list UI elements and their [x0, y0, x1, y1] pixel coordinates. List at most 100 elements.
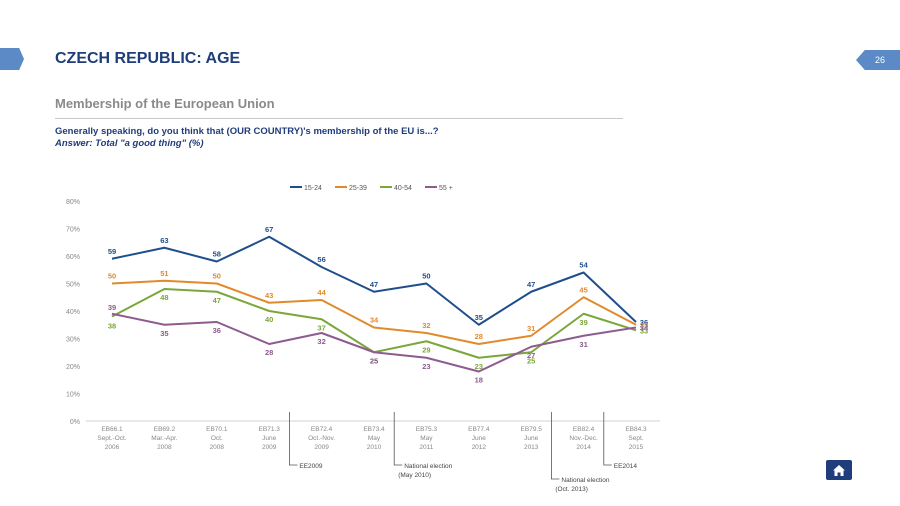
section-tab — [0, 48, 24, 70]
x-tick-label: EB79.5 — [521, 426, 543, 433]
data-label: 36 — [640, 318, 648, 327]
x-tick-label: 2010 — [367, 444, 382, 451]
data-label: 39 — [579, 318, 587, 327]
x-tick-label: 2014 — [576, 444, 591, 451]
x-tick-label: EB77.4 — [468, 426, 490, 433]
data-label: 50 — [213, 272, 221, 281]
y-tick-label: 70% — [66, 227, 80, 234]
data-label: 35 — [640, 321, 648, 330]
series-line-15-24 — [111, 235, 637, 326]
legend-label: 55 + — [439, 185, 453, 192]
x-tick-label: 2009 — [262, 444, 277, 451]
x-tick-label: EB69.2 — [154, 426, 176, 433]
x-tick-label: May — [368, 435, 381, 442]
data-label: 35 — [475, 313, 483, 322]
x-tick-label: EB84.3 — [625, 426, 647, 433]
home-icon — [833, 464, 845, 476]
event-marker-line — [289, 412, 298, 466]
x-tick-label: EB66.1 — [101, 426, 123, 433]
data-label: 47 — [527, 280, 535, 289]
event-marker-line — [393, 412, 403, 466]
data-label: 29 — [422, 345, 430, 354]
data-label: 34 — [640, 324, 649, 333]
data-label: 38 — [108, 322, 116, 331]
y-tick-label: 80% — [66, 199, 80, 206]
event-annotation: (May 2010) — [398, 472, 431, 479]
x-tick-label: Sept.-Oct. — [97, 435, 126, 442]
data-label: 18 — [475, 376, 483, 385]
event-annotation: EE2009 — [299, 463, 323, 470]
x-tick-label: EB82.4 — [573, 426, 595, 433]
legend-label: 15-24 — [304, 185, 322, 192]
data-label: 59 — [108, 247, 116, 256]
data-label: 35 — [160, 329, 168, 338]
data-label: 25 — [370, 356, 378, 365]
legend-label: 40-54 — [394, 185, 412, 192]
data-label: 43 — [265, 291, 273, 300]
event-annotation: EE2014 — [614, 463, 638, 470]
x-tick-label: June — [472, 435, 486, 442]
x-tick-label: Oct. — [211, 435, 223, 442]
x-tick-label: 2006 — [105, 444, 120, 451]
y-tick-label: 0% — [70, 419, 80, 426]
data-label: 48 — [160, 293, 168, 302]
x-tick-label: 2011 — [419, 444, 433, 451]
data-label: 23 — [422, 362, 430, 371]
data-label: 39 — [108, 303, 116, 312]
x-tick-label: June — [262, 435, 276, 442]
data-label: 32 — [422, 321, 430, 330]
data-label: 34 — [370, 316, 379, 325]
event-marker-line — [551, 412, 560, 480]
event-marker-line — [603, 412, 612, 466]
x-tick-label: 2008 — [210, 444, 225, 451]
x-tick-label: 2012 — [472, 444, 487, 451]
subtitle-divider — [55, 118, 623, 119]
data-label: 54 — [579, 261, 588, 270]
y-tick-label: 20% — [66, 364, 80, 371]
data-label: 47 — [213, 296, 221, 305]
data-label: 32 — [317, 337, 325, 346]
y-tick-label: 10% — [66, 392, 80, 399]
data-label: 63 — [160, 236, 168, 245]
x-tick-label: 2008 — [157, 444, 172, 451]
data-label: 31 — [579, 340, 587, 349]
page-title: CZECH REPUBLIC: AGE — [55, 50, 241, 67]
x-tick-label: EB71.3 — [259, 426, 281, 433]
data-label: 23 — [475, 362, 483, 371]
data-label: 50 — [422, 272, 430, 281]
x-tick-label: June — [524, 435, 538, 442]
x-tick-label: EB70.1 — [206, 426, 228, 433]
x-tick-label: EB72.4 — [311, 426, 333, 433]
home-button[interactable] — [826, 460, 852, 480]
y-tick-label: 40% — [66, 309, 80, 316]
x-tick-label: 2009 — [314, 444, 329, 451]
x-tick-label: Sept. — [628, 435, 643, 442]
data-label: 50 — [108, 272, 116, 281]
data-label: 37 — [317, 323, 325, 332]
data-label: 45 — [579, 285, 587, 294]
survey-question: Generally speaking, do you think that (O… — [55, 126, 439, 137]
x-tick-label: Mar.-Apr. — [151, 435, 178, 442]
event-annotation: (Oct. 2013) — [555, 486, 588, 493]
data-label: 47 — [370, 280, 378, 289]
event-annotation: National election — [404, 463, 452, 470]
y-tick-label: 60% — [66, 254, 80, 261]
data-label: 33 — [640, 326, 648, 335]
data-label: 44 — [317, 288, 326, 297]
data-label: 31 — [527, 324, 535, 333]
data-label: 27 — [527, 351, 535, 360]
data-label: 36 — [213, 326, 221, 335]
page-number: 26 — [856, 50, 900, 70]
series-line-55 + — [111, 312, 637, 373]
data-label: 25 — [370, 356, 378, 365]
data-label: 51 — [160, 269, 168, 278]
page-subtitle: Membership of the European Union — [55, 96, 275, 111]
data-label: 40 — [265, 315, 273, 324]
event-annotation: National election — [561, 477, 609, 484]
y-tick-label: 30% — [66, 337, 80, 344]
x-tick-label: Oct.-Nov. — [308, 435, 335, 442]
data-label: 25 — [527, 356, 535, 365]
x-tick-label: 2015 — [629, 444, 644, 451]
data-label: 28 — [475, 332, 483, 341]
